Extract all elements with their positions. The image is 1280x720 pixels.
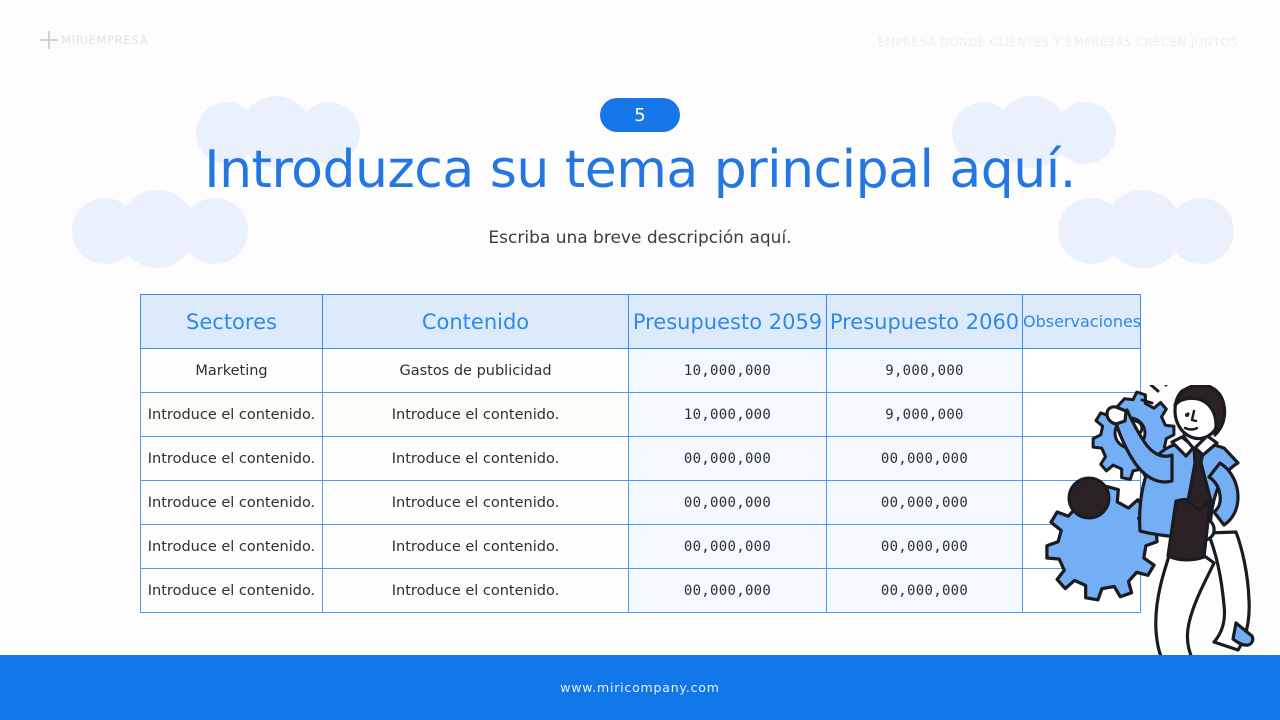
cell-presupuesto-2059[interactable]: 00,000,000 [628,480,827,525]
table-row[interactable]: Introduce el contenido. Introduce el con… [140,436,1141,481]
footer-url[interactable]: www.miricompany.com [560,680,720,695]
table-row[interactable]: Introduce el contenido. Introduce el con… [140,392,1141,437]
cell-contenido[interactable]: Introduce el contenido. [322,480,629,525]
tagline: EMPRESA DONDE CLIENTES Y EMPRESAS CRECEN… [877,35,1238,49]
cell-presupuesto-2059[interactable]: 00,000,000 [628,436,827,481]
budget-table: Sectores Contenido Presupuesto 2059 Pres… [140,294,1141,613]
table-row[interactable]: Introduce el contenido. Introduce el con… [140,568,1141,613]
cell-sector[interactable]: Introduce el contenido. [140,392,323,437]
cell-sector[interactable]: Marketing [140,348,323,393]
cell-observaciones[interactable] [1022,348,1141,393]
cell-presupuesto-2060[interactable]: 9,000,000 [826,392,1023,437]
cell-presupuesto-2060[interactable]: 9,000,000 [826,348,1023,393]
table-header-row: Sectores Contenido Presupuesto 2059 Pres… [140,294,1141,349]
cell-sector[interactable]: Introduce el contenido. [140,524,323,569]
cell-sector[interactable]: Introduce el contenido. [140,480,323,525]
cell-contenido[interactable]: Gastos de publicidad [322,348,629,393]
cell-observaciones[interactable] [1022,480,1141,525]
table-row[interactable]: Introduce el contenido. Introduce el con… [140,480,1141,525]
cell-presupuesto-2059[interactable]: 00,000,000 [628,524,827,569]
table-body: Marketing Gastos de publicidad 10,000,00… [140,348,1141,613]
budget-table-wrapper: Sectores Contenido Presupuesto 2059 Pres… [140,294,1141,613]
cell-observaciones[interactable] [1022,436,1141,481]
cell-observaciones[interactable] [1022,568,1141,613]
cell-presupuesto-2060[interactable]: 00,000,000 [826,480,1023,525]
cell-contenido[interactable]: Introduce el contenido. [322,568,629,613]
cell-presupuesto-2060[interactable]: 00,000,000 [826,568,1023,613]
brand-name: MIRIEMPRESA [61,33,149,47]
cell-presupuesto-2059[interactable]: 00,000,000 [628,568,827,613]
cell-presupuesto-2060[interactable]: 00,000,000 [826,524,1023,569]
cell-presupuesto-2059[interactable]: 10,000,000 [628,348,827,393]
column-header-presupuesto-2060: Presupuesto 2060 [826,294,1023,349]
cell-contenido[interactable]: Introduce el contenido. [322,436,629,481]
page-title: Introduzca su tema principal aquí. [204,140,1076,200]
table-row[interactable]: Marketing Gastos de publicidad 10,000,00… [140,348,1141,393]
table-row[interactable]: Introduce el contenido. Introduce el con… [140,524,1141,569]
cell-observaciones[interactable] [1022,524,1141,569]
cell-presupuesto-2060[interactable]: 00,000,000 [826,436,1023,481]
page-subtitle: Escriba una breve descripción aquí. [488,228,792,248]
column-header-contenido: Contenido [322,294,629,349]
footer-bar: www.miricompany.com [0,655,1280,720]
column-header-sectores: Sectores [140,294,323,349]
column-header-presupuesto-2059: Presupuesto 2059 [628,294,827,349]
cell-sector[interactable]: Introduce el contenido. [140,436,323,481]
slide-number-badge: 5 [600,98,680,132]
cell-contenido[interactable]: Introduce el contenido. [322,524,629,569]
cell-sector[interactable]: Introduce el contenido. [140,568,323,613]
cell-contenido[interactable]: Introduce el contenido. [322,392,629,437]
plus-icon [40,31,58,49]
cell-observaciones[interactable] [1022,392,1141,437]
cell-presupuesto-2059[interactable]: 10,000,000 [628,392,827,437]
column-header-observaciones: Observaciones [1022,294,1141,349]
brand-logo: MIRIEMPRESA [40,31,148,49]
